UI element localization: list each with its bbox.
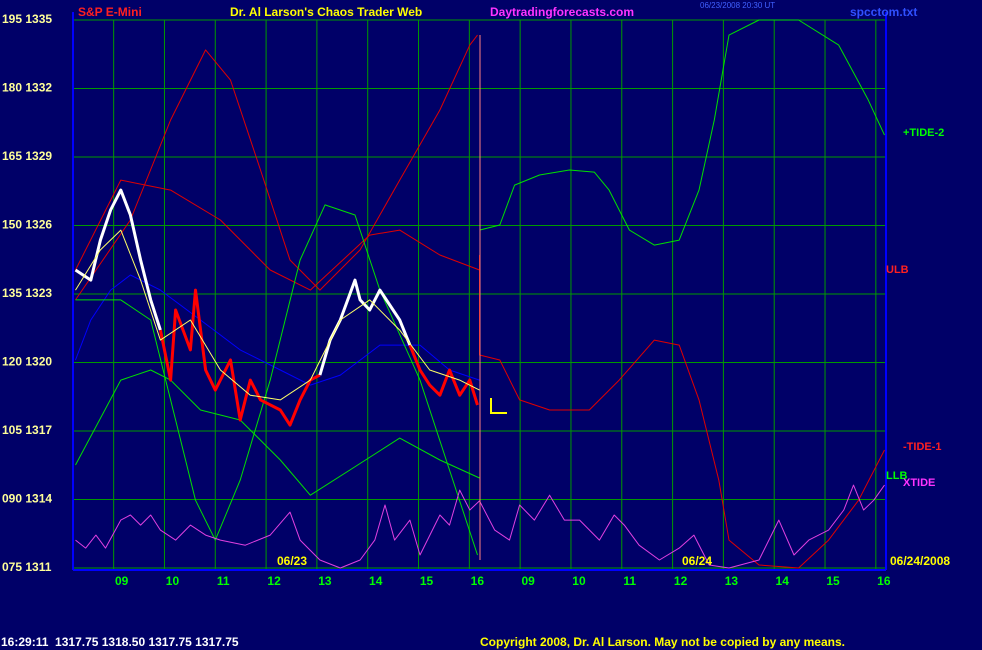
date-label: 06/24 bbox=[682, 554, 712, 568]
site: Daytradingforecasts.com bbox=[490, 5, 634, 19]
series-line bbox=[75, 179, 480, 291]
series-label: ULB bbox=[886, 264, 909, 276]
symbol: S&P E-Mini bbox=[78, 5, 142, 19]
x-tick-label: 09 bbox=[521, 574, 535, 588]
y-tick-label: 180 1332 bbox=[2, 81, 52, 95]
x-tick-label: 16 bbox=[877, 574, 891, 588]
timestamp: 06/23/2008 20:30 UT bbox=[700, 1, 775, 10]
series-line bbox=[74, 188, 162, 331]
x-tick-label: 16 bbox=[471, 574, 485, 588]
file-name: spcctom.txt bbox=[850, 5, 917, 19]
y-tick-label: 075 1311 bbox=[2, 560, 52, 574]
series-line bbox=[75, 204, 478, 556]
x-tick-label: 15 bbox=[826, 574, 840, 588]
series-line bbox=[75, 484, 885, 569]
x-tick-label: 14 bbox=[369, 574, 383, 588]
y-tick-label: 195 1335 bbox=[2, 12, 52, 26]
series-group bbox=[74, 19, 885, 569]
y-tick-label: 105 1317 bbox=[2, 423, 52, 437]
x-tick-label: 12 bbox=[674, 574, 688, 588]
y-tick-label: 120 1320 bbox=[2, 355, 52, 369]
series-label: XTIDE bbox=[903, 477, 935, 489]
y-tick-label: 150 1326 bbox=[2, 218, 52, 232]
date-label: 06/23 bbox=[277, 554, 307, 568]
series-line bbox=[479, 19, 885, 246]
y-tick-label: 165 1329 bbox=[2, 149, 52, 163]
series-line bbox=[75, 229, 480, 401]
series-label: +TIDE-2 bbox=[903, 127, 944, 139]
x-tick-label: 10 bbox=[572, 574, 586, 588]
date-label: 06/24/2008 bbox=[890, 554, 950, 568]
series-line bbox=[75, 34, 478, 301]
x-tick-label: 13 bbox=[725, 574, 739, 588]
copyright: Copyright 2008, Dr. Al Larson. May not b… bbox=[480, 635, 845, 649]
x-tick-label: 15 bbox=[420, 574, 434, 588]
series-line bbox=[479, 255, 885, 569]
series-line bbox=[75, 274, 480, 386]
x-tick-label: 11 bbox=[623, 574, 636, 588]
x-tick-label: 10 bbox=[166, 574, 180, 588]
series-line bbox=[75, 369, 480, 496]
series-line bbox=[408, 344, 479, 406]
chart-title: Dr. Al Larson's Chaos Trader Web bbox=[230, 5, 422, 19]
quote: 16:29:11 1317.75 1318.50 1317.75 1317.75 bbox=[1, 635, 239, 649]
x-tick-label: 14 bbox=[776, 574, 790, 588]
x-tick-label: 11 bbox=[217, 574, 230, 588]
grid bbox=[73, 19, 886, 570]
series-label: LLB bbox=[886, 470, 907, 482]
cursor-marker bbox=[490, 398, 507, 414]
series-line bbox=[158, 288, 321, 427]
y-tick-label: 090 1314 bbox=[2, 492, 52, 506]
x-tick-label: 09 bbox=[115, 574, 129, 588]
y-tick-label: 135 1323 bbox=[2, 286, 52, 300]
x-tick-label: 13 bbox=[318, 574, 332, 588]
x-tick-label: 12 bbox=[267, 574, 281, 588]
series-label: -TIDE-1 bbox=[903, 441, 942, 453]
